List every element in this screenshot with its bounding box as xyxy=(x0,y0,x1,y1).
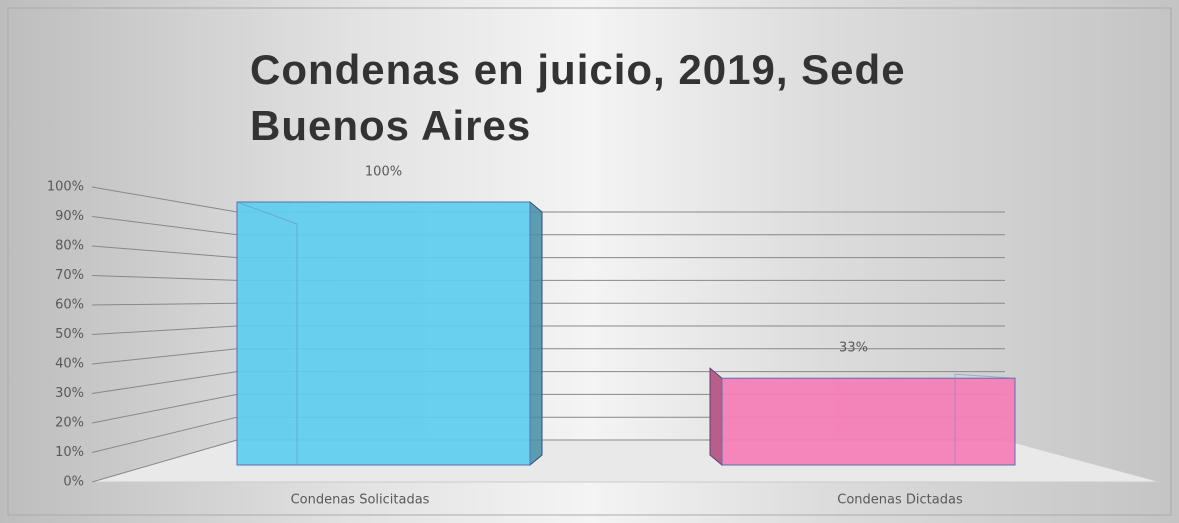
x-tick-label: Condenas Dictadas xyxy=(837,493,963,508)
grid-line xyxy=(91,416,238,453)
y-tick-label: 100% xyxy=(47,180,84,195)
y-tick-label: 50% xyxy=(55,327,84,342)
y-tick-label: 10% xyxy=(55,445,84,460)
grid-line xyxy=(91,216,238,236)
grid-line xyxy=(91,186,238,213)
y-tick-label: 20% xyxy=(55,416,84,431)
bar-edge xyxy=(236,201,298,465)
grid-line xyxy=(91,371,238,394)
y-tick-label: 0% xyxy=(63,475,84,490)
grid-line xyxy=(91,245,238,259)
bar-side xyxy=(709,367,723,467)
bar xyxy=(236,201,531,466)
grid-line xyxy=(91,393,238,424)
value-label: 33% xyxy=(839,341,868,356)
chart-title: Condenas en juicio, 2019, Sede Buenos Ai… xyxy=(250,46,906,149)
bar-side xyxy=(529,200,543,467)
bar xyxy=(721,377,1016,466)
y-tick-label: 40% xyxy=(55,357,84,372)
y-tick-label: 80% xyxy=(55,239,84,254)
grid-line xyxy=(91,348,238,365)
grid-line xyxy=(91,439,238,483)
y-tick-label: 70% xyxy=(55,268,84,283)
x-tick-label: Condenas Solicitadas xyxy=(291,493,430,508)
y-tick-label: 30% xyxy=(55,386,84,401)
bar-edge xyxy=(954,373,1016,465)
grid-line xyxy=(91,302,238,306)
y-tick-label: 90% xyxy=(55,209,84,224)
grid-line xyxy=(91,275,238,281)
y-tick-label: 60% xyxy=(55,298,84,313)
frame xyxy=(7,7,1172,516)
value-label: 100% xyxy=(365,165,402,180)
grid-line xyxy=(91,325,238,335)
